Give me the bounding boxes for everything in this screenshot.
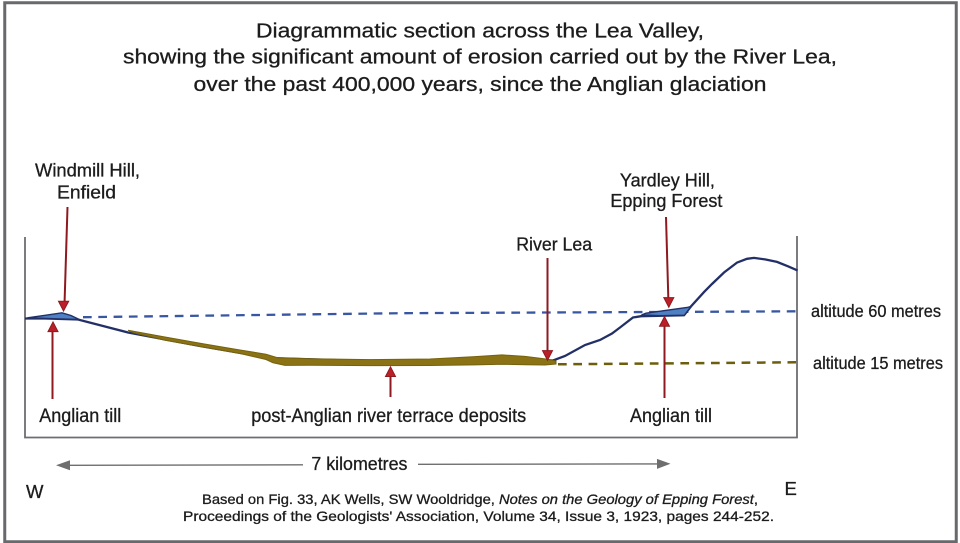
- svg-text:Yardley Hill,: Yardley Hill,: [620, 170, 715, 190]
- svg-text:Anglian till: Anglian till: [630, 406, 712, 427]
- svg-text:Diagrammatic section across th: Diagrammatic section across the Lea Vall…: [256, 19, 704, 42]
- svg-text:Windmill Hill,: Windmill Hill,: [35, 160, 140, 180]
- svg-text:Proceedings of the Geologists': Proceedings of the Geologists' Associati…: [183, 508, 774, 524]
- svg-text:altitude 15 metres: altitude 15 metres: [813, 353, 943, 373]
- svg-text:W: W: [26, 481, 44, 502]
- svg-text:Anglian till: Anglian till: [39, 406, 121, 427]
- svg-text:altitude 60 metres: altitude 60 metres: [811, 301, 941, 321]
- svg-text:showing the significant amount: showing the significant amount of erosio…: [123, 46, 837, 69]
- svg-text:River Lea: River Lea: [516, 235, 593, 255]
- svg-text:Epping Forest: Epping Forest: [610, 191, 722, 211]
- svg-text:post-Anglian river terrace dep: post-Anglian river terrace deposits: [251, 406, 526, 427]
- svg-text:7 kilometres: 7 kilometres: [311, 454, 407, 474]
- svg-text:E: E: [785, 478, 797, 499]
- svg-text:Based on Fig. 33, AK Wells, SW: Based on Fig. 33, AK Wells, SW Wooldridg…: [202, 491, 758, 507]
- svg-text:over the past 400,000 years, s: over the past 400,000 years, since the A…: [194, 73, 767, 96]
- svg-text:Enfield: Enfield: [57, 182, 116, 202]
